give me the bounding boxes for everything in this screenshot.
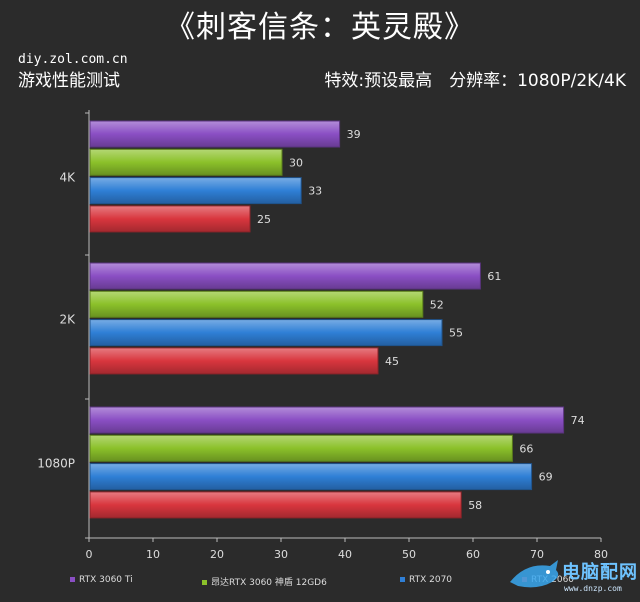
bar-2k-series1	[89, 290, 424, 318]
test-settings: 特效:预设最高 分辨率：1080P/2K/4K	[324, 71, 626, 91]
watermark-text: 电脑配网	[562, 562, 638, 583]
legend-label: 昂达RTX 3060 神盾 12GD6	[211, 578, 327, 588]
legend-item-onda-rtx3060: 昂达RTX 3060 神盾 12GD6	[202, 575, 327, 588]
data-label: 61	[487, 270, 501, 283]
legend-swatch	[400, 577, 405, 582]
x-tick-label: 30	[274, 548, 288, 561]
bar-2k-series2	[89, 319, 443, 347]
data-label: 30	[289, 156, 303, 169]
data-label: 33	[308, 185, 322, 198]
bar-1080p-series3	[89, 491, 462, 519]
data-label: 39	[347, 128, 361, 141]
bar-1080p-series2	[89, 463, 533, 491]
data-label: 55	[449, 327, 463, 340]
bar-4k-series2	[89, 177, 302, 205]
data-label: 52	[430, 298, 444, 311]
x-tick-label: 80	[594, 548, 608, 561]
category-label: 2K	[59, 313, 76, 327]
shark-logo-icon	[510, 560, 559, 588]
x-tick-label: 40	[338, 548, 352, 561]
x-tick-label: 70	[530, 548, 544, 561]
category-label: 4K	[59, 171, 76, 185]
data-label: 69	[539, 471, 553, 484]
data-label: 74	[571, 414, 585, 427]
data-label: 45	[385, 355, 399, 368]
site-url: diy.zol.com.cn	[18, 52, 128, 67]
legend-label: RTX 2070	[409, 575, 453, 585]
category-label: 1080P	[37, 457, 75, 471]
data-label: 25	[257, 213, 271, 226]
x-tick-label: 10	[146, 548, 160, 561]
legend-swatch	[202, 580, 207, 585]
watermark-url: www.dnzp.com	[564, 584, 622, 593]
watermark: 电脑配网 www.dnzp.com	[508, 552, 638, 598]
bar-2k-series0	[89, 262, 481, 290]
legend-label: RTX 3060 Ti	[79, 575, 133, 585]
bar-2k-series3	[89, 347, 379, 375]
x-tick-label: 50	[402, 548, 416, 561]
bar-1080p-series1	[89, 434, 513, 462]
data-label: 66	[519, 442, 533, 455]
legend-swatch	[70, 577, 75, 582]
chart-title: 《刺客信条：英灵殿》	[165, 10, 475, 45]
legend-item-rtx3060ti: RTX 3060 Ti	[70, 575, 133, 585]
x-tick-label: 0	[86, 548, 93, 561]
chart-subtitle: 游戏性能测试	[18, 71, 120, 91]
legend-item-rtx2070: RTX 2070	[400, 575, 452, 585]
data-label: 58	[468, 499, 482, 512]
bar-4k-series1	[89, 148, 283, 176]
bar-4k-series0	[89, 120, 341, 148]
bar-4k-series3	[89, 205, 251, 233]
bar-1080p-series0	[89, 406, 565, 434]
x-tick-label: 20	[210, 548, 224, 561]
x-tick-label: 60	[466, 548, 480, 561]
